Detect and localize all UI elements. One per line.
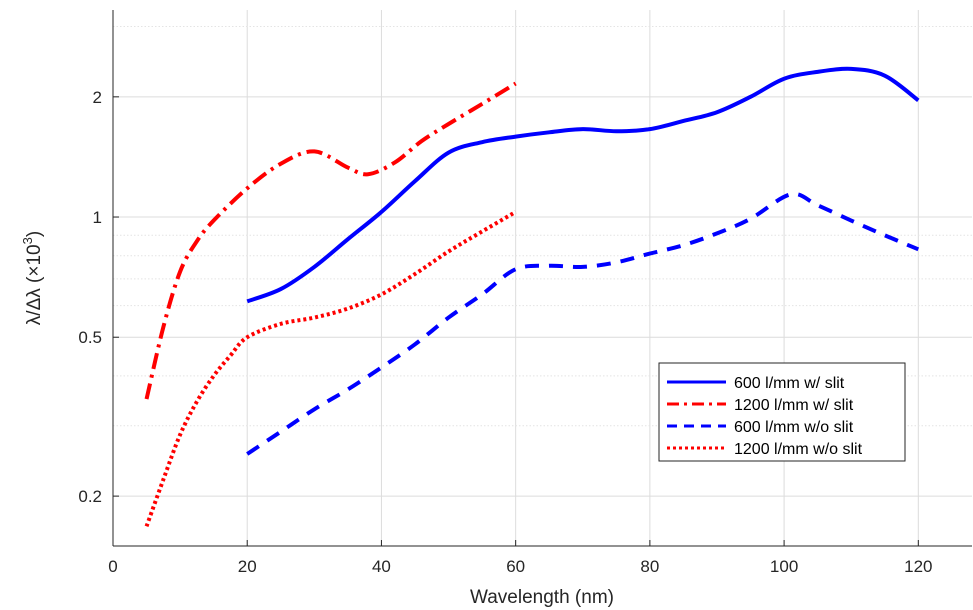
x-tick-label: 0 — [108, 557, 117, 576]
y-tick-label: 1 — [93, 208, 102, 227]
y-axis-label-prefix: λ/Δλ (×10 — [24, 244, 45, 325]
axes — [112, 10, 972, 547]
grid — [112, 10, 972, 546]
legend: 600 l/mm w/ slit 1200 l/mm w/ slit 600 l/m… — [658, 362, 906, 462]
x-tick-label: 60 — [506, 557, 525, 576]
series-line — [144, 81, 517, 400]
y-axis-label-suffix: ) — [24, 231, 45, 237]
legend-box — [658, 362, 906, 462]
x-tick-label: 100 — [770, 557, 798, 576]
y-tick-label: 2 — [93, 88, 102, 107]
x-tick-label: 40 — [372, 557, 391, 576]
x-axis-label: Wavelength (nm) — [470, 587, 614, 608]
x-tick-label: 20 — [238, 557, 257, 576]
series-line — [246, 191, 920, 456]
legend-label: 1200 l/mm w/o slit — [734, 441, 863, 458]
plot-background — [113, 10, 972, 546]
x-tick-labels: 0 20 40 60 80 100 120 — [108, 557, 932, 576]
y-tick-label: 0.2 — [78, 487, 102, 506]
series-group — [144, 66, 920, 528]
legend-label: 600 l/mm w/o slit — [734, 419, 854, 436]
series-line — [246, 66, 920, 304]
series-line — [144, 210, 517, 528]
y-tick-labels: 0.2 0.5 1 2 — [78, 88, 102, 506]
legend-label: 600 l/mm w/ slit — [734, 375, 845, 392]
y-axis-label-superscript: 3 — [20, 237, 35, 244]
y-axis-label: λ/Δλ (×103) — [20, 231, 45, 325]
x-tick-label: 120 — [904, 557, 932, 576]
y-tick-label: 0.5 — [78, 328, 102, 347]
x-tick-label: 80 — [640, 557, 659, 576]
legend-label: 1200 l/mm w/ slit — [734, 397, 854, 414]
